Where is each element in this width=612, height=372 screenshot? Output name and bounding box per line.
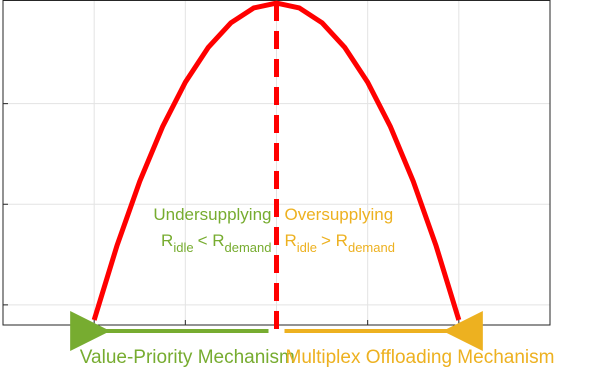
condition-subscript: demand: [348, 240, 395, 255]
condition-subscript: demand: [225, 240, 272, 255]
condition-symbol: R: [161, 231, 173, 250]
condition-subscript: idle: [297, 240, 317, 255]
mechanism-label: Multiplex Offloading Mechanism: [286, 347, 555, 368]
condition-symbol: < R: [198, 231, 225, 250]
condition-subscript: idle: [173, 240, 193, 255]
mechanism-label: Value-Priority Mechanism: [80, 347, 295, 368]
region-title: Oversupplying: [285, 205, 394, 224]
condition-symbol: R: [285, 231, 297, 250]
condition-symbol: > R: [321, 231, 348, 250]
region-condition: Ridle > Rdemand: [285, 231, 395, 255]
region-title: Undersupplying: [153, 205, 271, 224]
region-condition: Ridle < Rdemand: [161, 231, 271, 255]
